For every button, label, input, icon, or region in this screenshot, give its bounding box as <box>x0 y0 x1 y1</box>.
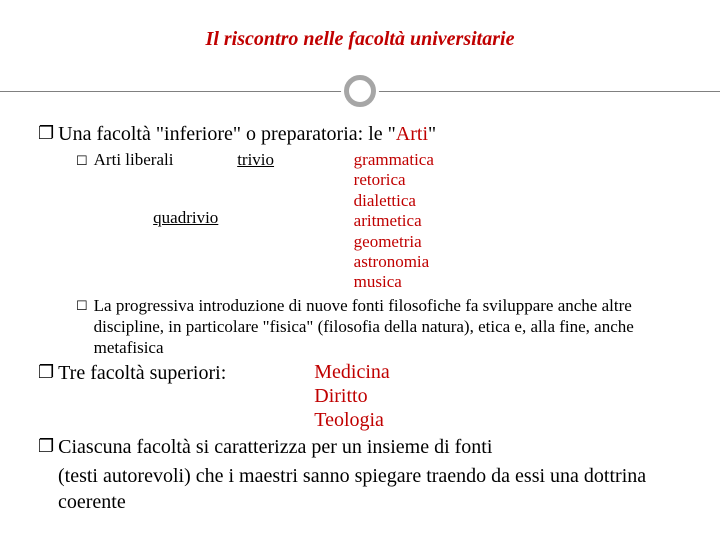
arti-liberali-block: ☐ Arti liberali trivio quadrivio grammat… <box>76 150 682 358</box>
divider-circle-icon <box>344 75 376 107</box>
arti-layout: Arti liberali trivio quadrivio grammatic… <box>94 150 434 293</box>
sub-bullet-text: La progressiva introduzione di nuove fon… <box>94 295 682 359</box>
bullet-icon: ❐ <box>38 121 54 145</box>
arti-left-col: Arti liberali trivio quadrivio <box>94 150 354 228</box>
sub-bullet-arti: ☐ Arti liberali trivio quadrivio grammat… <box>76 150 682 293</box>
sub-bullet-progressiva: ☐ La progressiva introduzione di nuove f… <box>76 295 682 359</box>
tre-faculties-list: Medicina Diritto Teologia <box>314 360 390 432</box>
bullet-tre-facolta: ❐ Tre facoltà superiori: Medicina Diritt… <box>38 360 682 432</box>
title-section: Il riscontro nelle facoltà universitarie <box>0 0 720 59</box>
arti-subjects-list: grammatica retorica dialettica aritmetic… <box>354 150 434 293</box>
bullet-icon: ❐ <box>38 360 54 384</box>
text-accent: Arti <box>396 123 428 145</box>
tre-label: Tre facoltà superiori: <box>58 360 226 387</box>
slide-title: Il riscontro nelle facoltà universitarie <box>0 28 720 51</box>
sub-bullet-icon: ☐ <box>76 297 88 315</box>
arti-row-trivio: Arti liberali trivio <box>94 150 354 170</box>
faculty-item: Diritto <box>314 384 390 408</box>
subject-item: astronomia <box>354 252 434 272</box>
bullet-text: Una facoltà "inferiore" o preparatoria: … <box>58 121 436 148</box>
subject-item: retorica <box>354 170 434 190</box>
subject-item: dialettica <box>354 191 434 211</box>
arti-row-quadrivio: quadrivio <box>94 208 354 228</box>
bullet-faculty-inferior: ❐ Una facoltà "inferiore" o preparatoria… <box>38 121 682 148</box>
content-area: ❐ Una facoltà "inferiore" o preparatoria… <box>0 115 720 515</box>
divider-circle-bg <box>341 72 379 110</box>
bullet-text-line2: (testi autorevoli) che i maestri sanno s… <box>58 463 682 515</box>
text-post: " <box>428 123 436 145</box>
text-pre: Una facoltà "inferiore" o preparatoria: … <box>58 123 396 145</box>
trivio-label: trivio <box>237 150 274 169</box>
subject-item: grammatica <box>354 150 434 170</box>
arti-label: Arti liberali <box>94 150 174 169</box>
subject-item: musica <box>354 272 434 292</box>
divider <box>0 67 720 115</box>
sub-bullet-icon: ☐ <box>76 152 88 170</box>
tre-layout: Tre facoltà superiori: Medicina Diritto … <box>58 360 390 432</box>
faculty-item: Medicina <box>314 360 390 384</box>
bullet-icon: ❐ <box>38 434 54 458</box>
bullet-ciascuna: ❐ Ciascuna facoltà si caratterizza per u… <box>38 434 682 461</box>
subject-item: aritmetica <box>354 211 434 231</box>
quadrivio-label: quadrivio <box>153 208 218 227</box>
subject-item: geometria <box>354 232 434 252</box>
faculty-item: Teologia <box>314 408 390 432</box>
bullet-text-line1: Ciascuna facoltà si caratterizza per un … <box>58 434 492 461</box>
